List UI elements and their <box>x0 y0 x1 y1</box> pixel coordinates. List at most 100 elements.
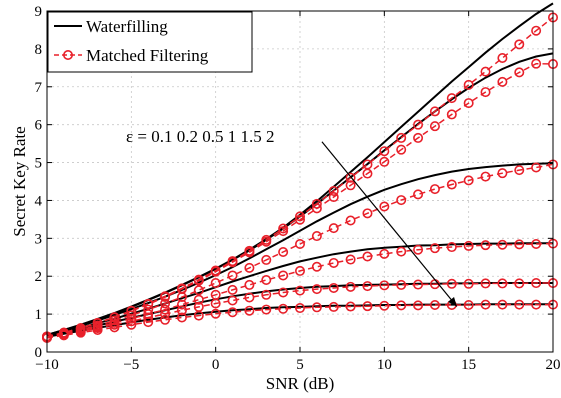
x-tick-label: −10 <box>35 357 58 373</box>
data-point <box>463 278 474 289</box>
data-point <box>429 106 440 117</box>
data-point <box>278 226 289 237</box>
data-point <box>227 307 238 318</box>
data-point <box>463 79 474 90</box>
y-axis-label: Secret Key Rate <box>10 126 29 236</box>
data-point <box>311 284 322 295</box>
data-point <box>463 175 474 186</box>
data-point <box>193 310 204 321</box>
data-point <box>160 298 171 309</box>
data-point <box>160 309 171 320</box>
data-point <box>379 156 390 167</box>
data-point <box>514 39 525 50</box>
series-line-matched-filtering-eps-0_2 <box>46 62 554 338</box>
data-point <box>446 242 457 253</box>
data-point <box>261 289 272 300</box>
data-point <box>514 299 525 310</box>
data-point <box>446 278 457 289</box>
data-point <box>294 303 305 314</box>
data-point <box>463 98 474 109</box>
legend-label-waterfilling: Waterfilling <box>86 17 168 36</box>
data-point <box>278 270 289 281</box>
data-point <box>160 292 171 303</box>
legend-marker-matched-filtering <box>62 49 73 60</box>
epsilon-annotation: ε = 0.1 0.2 0.5 1 1.5 2 <box>126 127 458 307</box>
x-tick-label: 5 <box>296 357 304 373</box>
data-point <box>413 119 424 130</box>
data-point <box>328 192 339 203</box>
data-point <box>227 284 238 295</box>
data-point <box>514 165 525 176</box>
series-line-matched-filtering-eps-2 <box>46 303 553 339</box>
y-tick-label: 9 <box>35 4 43 20</box>
data-point <box>531 25 542 36</box>
data-point <box>480 87 491 98</box>
legend: Waterfilling Matched Filtering <box>47 11 253 73</box>
data-point <box>311 203 322 214</box>
data-point <box>92 325 103 336</box>
data-point <box>244 279 255 290</box>
data-point <box>396 300 407 311</box>
data-point <box>160 314 171 325</box>
data-point <box>210 308 221 319</box>
series-line-matched-filtering-eps-0_1 <box>46 16 554 338</box>
data-point <box>278 246 289 257</box>
data-point <box>497 168 508 179</box>
data-point <box>210 278 221 289</box>
data-point <box>413 132 424 143</box>
data-point <box>58 330 69 341</box>
data-point <box>514 67 525 78</box>
data-point <box>362 251 373 262</box>
data-point <box>379 280 390 291</box>
data-point <box>75 327 86 338</box>
data-point <box>227 295 238 306</box>
data-point <box>126 316 137 327</box>
annotation-arrow-shaft <box>321 141 458 307</box>
data-point <box>379 300 390 311</box>
data-point <box>126 306 137 317</box>
data-point <box>328 223 339 234</box>
data-point <box>278 303 289 314</box>
data-point <box>413 189 424 200</box>
data-point <box>109 312 120 323</box>
data-point <box>345 254 356 265</box>
data-point <box>328 185 339 196</box>
data-point <box>176 292 187 303</box>
data-point <box>126 310 137 321</box>
data-point <box>497 278 508 289</box>
data-point <box>497 76 508 87</box>
data-point <box>446 109 457 120</box>
y-tick-label: 3 <box>35 231 43 247</box>
data-point <box>294 239 305 250</box>
data-point <box>328 257 339 268</box>
data-point <box>413 279 424 290</box>
data-point <box>396 144 407 155</box>
series-matched-filtering-eps-0_2 <box>41 58 558 342</box>
data-point <box>193 285 204 296</box>
data-point <box>143 299 154 310</box>
y-tick-label: 5 <box>35 156 43 172</box>
data-point <box>531 162 542 173</box>
y-tick-label: 8 <box>35 42 43 58</box>
data-point <box>294 214 305 225</box>
data-point <box>244 305 255 316</box>
data-point <box>193 275 204 286</box>
data-point <box>328 282 339 293</box>
data-point <box>244 247 255 258</box>
data-point <box>446 93 457 104</box>
data-point <box>176 305 187 316</box>
data-point <box>480 66 491 77</box>
data-point <box>345 172 356 183</box>
data-point <box>429 300 440 311</box>
data-point <box>379 248 390 259</box>
data-point <box>311 231 322 242</box>
y-tick-label: 6 <box>35 118 43 134</box>
data-point <box>362 301 373 312</box>
legend-label-matched-filtering: Matched Filtering <box>86 46 209 65</box>
data-point <box>176 312 187 323</box>
data-point <box>497 239 508 250</box>
y-tick-label: 1 <box>35 307 43 323</box>
series-waterfilling-eps-0_5 <box>46 162 554 337</box>
data-point <box>261 254 272 265</box>
